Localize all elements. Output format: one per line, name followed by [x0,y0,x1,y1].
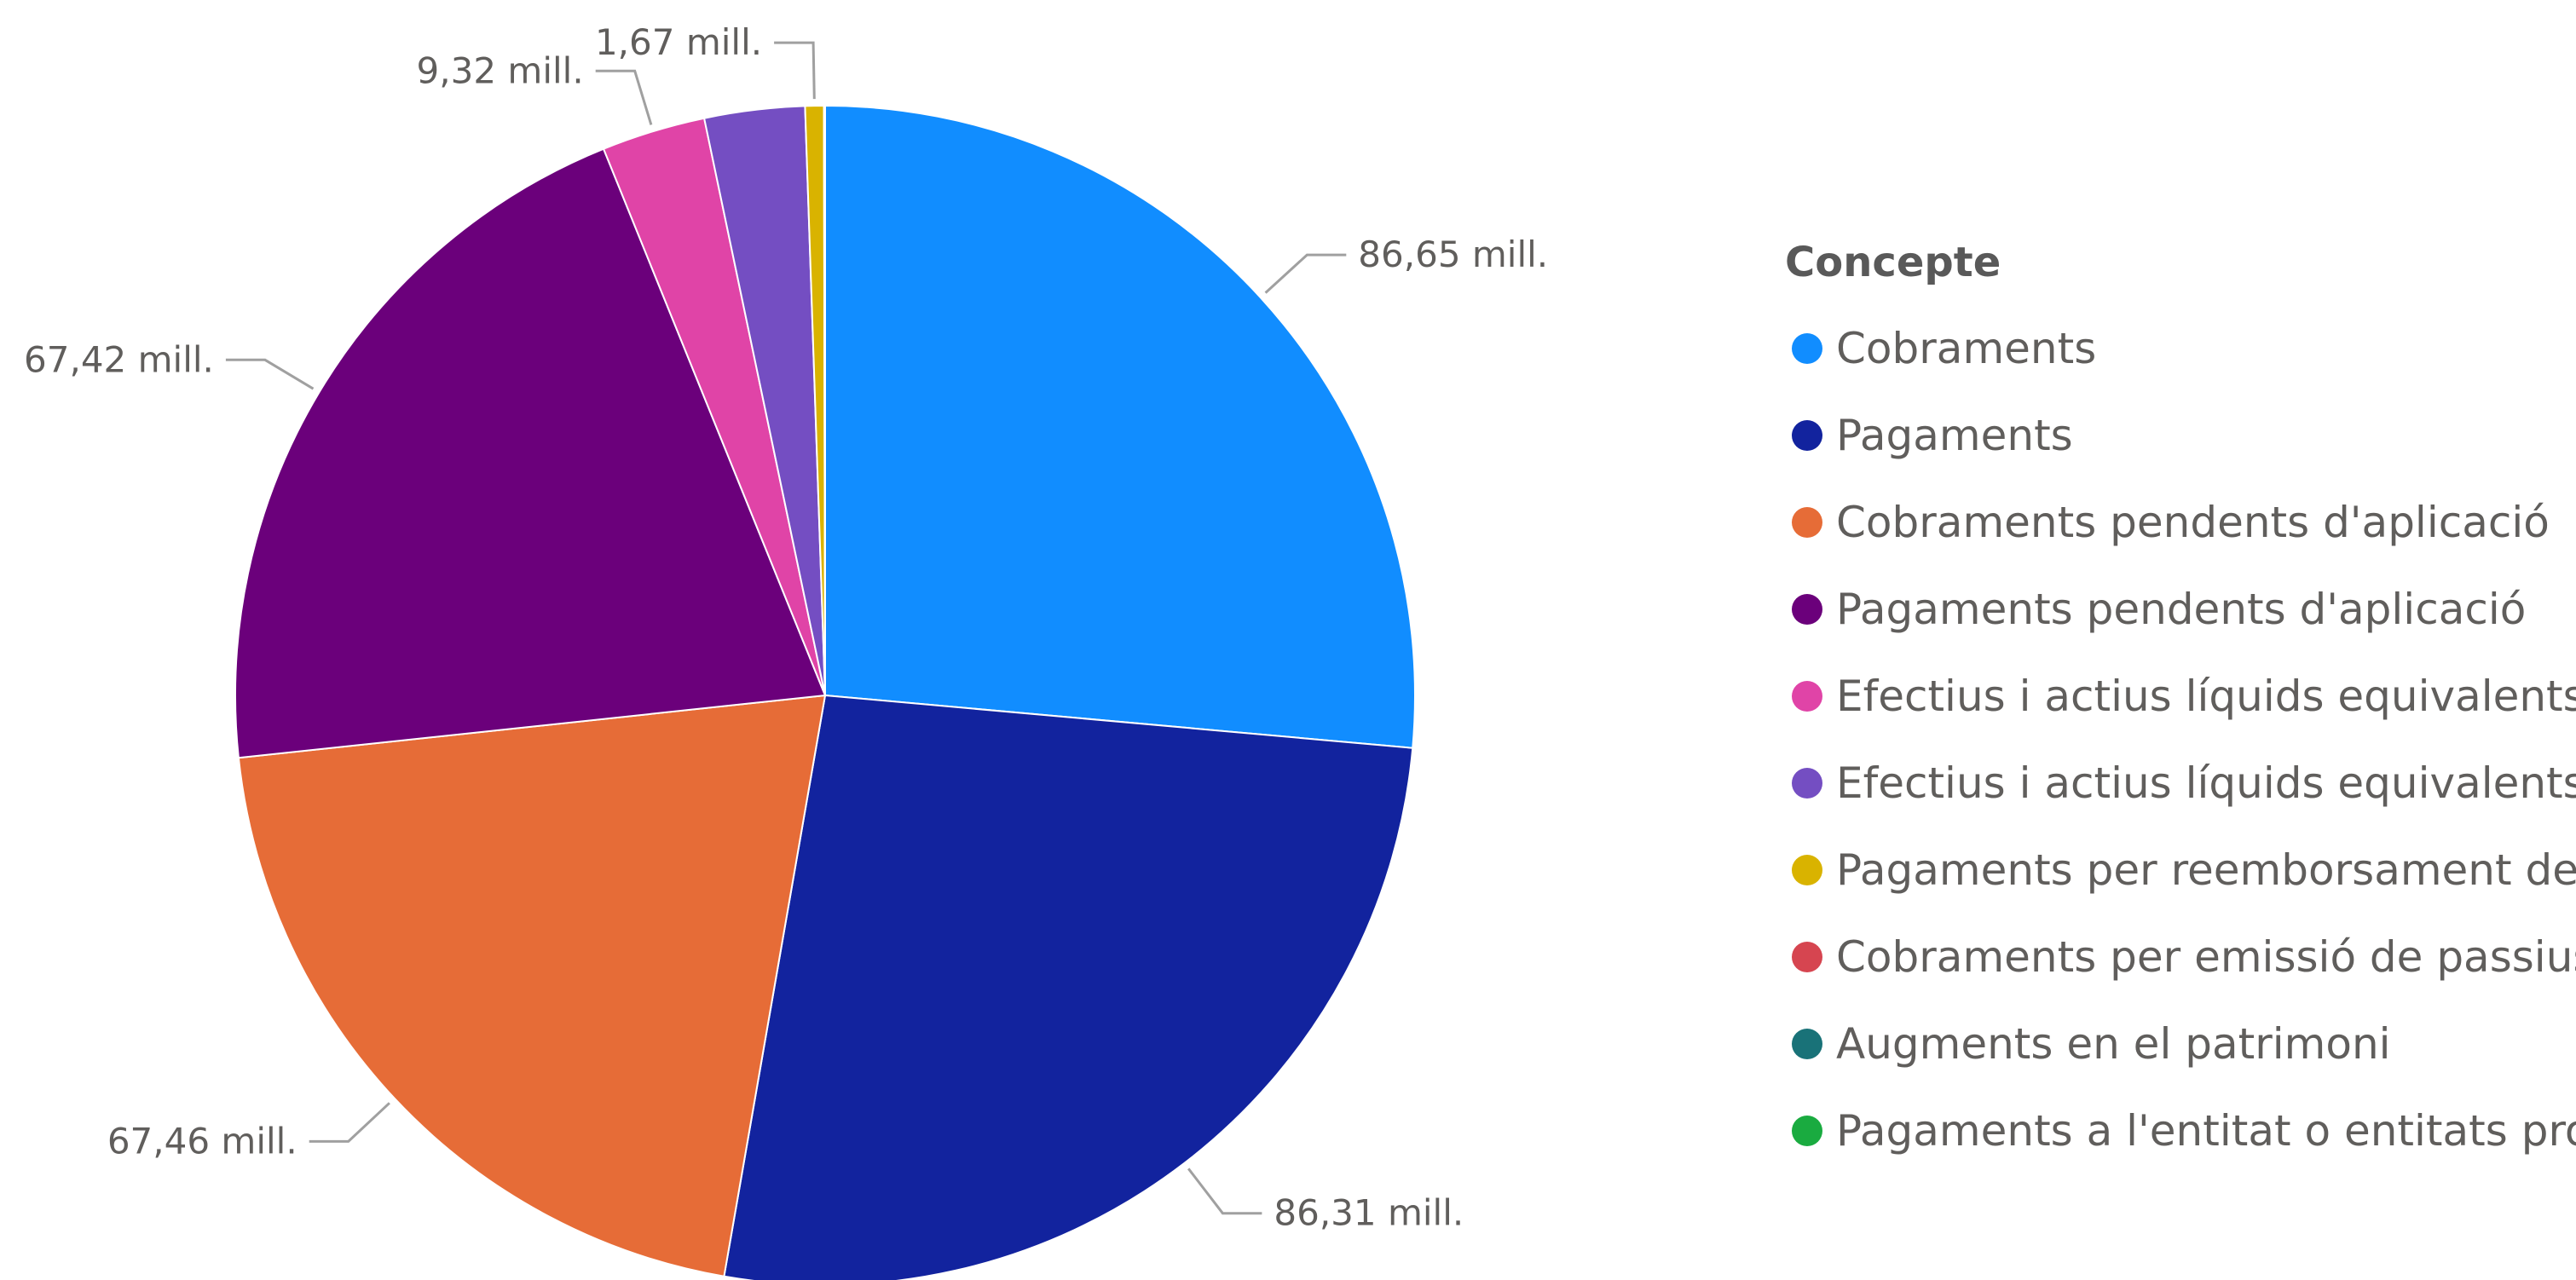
legend-label: Cobraments [1836,324,2097,373]
leader-line-1 [1187,1168,1262,1215]
legend-items: Cobraments Pagaments Cobraments pendents d… [1785,305,2576,1174]
pie-slice-0[interactable] [824,104,1416,749]
legend-item-3[interactable]: Pagaments pendents d'aplicació [1785,566,2576,653]
legend-label: Augments en el patrimoni [1836,1019,2391,1069]
legend-label: Pagaments per reemborsament de ... [1836,845,2576,895]
legend-item-6[interactable]: Pagaments per reemborsament de ... [1785,827,2576,914]
legend-item-5[interactable]: Efectius i actius líquids equivalents ..… [1785,740,2576,827]
legend-item-8[interactable]: Augments en el patrimoni [1785,1000,2576,1087]
leader-line-0 [1264,253,1347,294]
legend-dot-icon [1792,681,1822,712]
pie-slice-1[interactable] [723,694,1414,1280]
legend-item-9[interactable]: Pagaments a l'entitat o entitats pro... [1785,1087,2576,1174]
legend-dot-icon [1792,1029,1822,1059]
legend-item-7[interactable]: Cobraments per emissió de passius... [1785,914,2576,1000]
legend-item-0[interactable]: Cobraments [1785,305,2576,392]
legend-dot-icon [1792,507,1822,538]
pie-chart: 86,65 mill. 86,31 mill. 67,46 mill. 67,42 m… [24,21,1548,1280]
legend-dot-icon [1792,333,1822,364]
data-label-3: 67,42 mill. [24,338,214,380]
legend-dot-icon [1792,1116,1822,1146]
data-label-0: 86,65 mill. [1358,234,1548,275]
data-label-4: 9,32 mill. [417,49,584,91]
data-label-2: 67,46 mill. [107,1120,297,1162]
leader-line-4 [595,69,653,125]
leader-line-2 [309,1102,390,1143]
legend-dot-icon [1792,855,1822,885]
legend-label: Pagaments pendents d'aplicació [1836,585,2527,634]
pie-slice-2[interactable] [237,694,827,1277]
legend-item-4[interactable]: Efectius i actius líquids equivalents ..… [1785,653,2576,740]
legend-item-1[interactable]: Pagaments [1785,392,2576,479]
legend-label: Pagaments [1836,411,2073,460]
legend-dot-icon [1792,768,1822,799]
data-label-6: 1,67 mill. [595,21,762,63]
legend: Concepte Cobraments Pagaments Cobraments p… [1785,232,2576,1174]
legend-dot-icon [1792,942,1822,972]
legend-label: Efectius i actius líquids equivalents ..… [1836,672,2576,721]
pie-slices [234,104,1416,1280]
legend-label: Cobraments per emissió de passius... [1836,932,2576,982]
legend-label: Cobraments pendents d'aplicació [1836,498,2550,547]
pie-data-labels: 86,65 mill. 86,31 mill. 67,46 mill. 67,42 m… [24,21,1548,1234]
legend-title: Concepte [1785,239,2001,286]
leader-line-6 [774,41,816,100]
legend-label: Pagaments a l'entitat o entitats pro... [1836,1106,2576,1156]
legend-item-2[interactable]: Cobraments pendents d'aplicació [1785,479,2576,566]
pie-slice-3[interactable] [234,147,827,759]
legend-dot-icon [1792,420,1822,451]
legend-dot-icon [1792,594,1822,625]
legend-label: Efectius i actius líquids equivalents ..… [1836,758,2576,808]
data-label-1: 86,31 mill. [1274,1192,1464,1234]
leader-line-3 [225,358,315,390]
